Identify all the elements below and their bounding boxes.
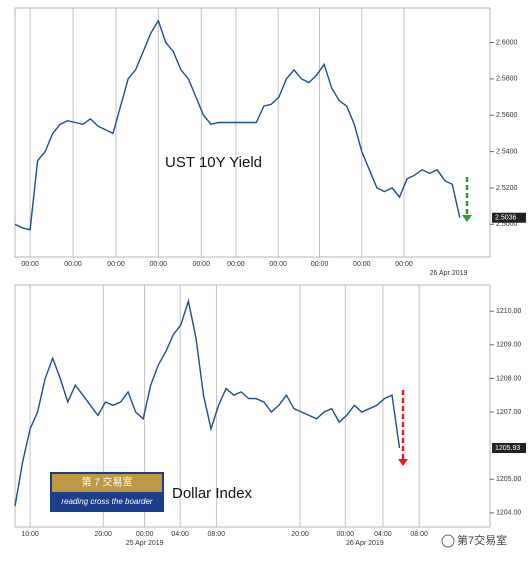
value-label-box [492, 443, 526, 454]
x-tick-label: 00:00 [149, 261, 167, 268]
value-label-box [492, 212, 526, 223]
x-tick-label: 00:00 [227, 261, 245, 268]
y-tick-label: 1207.00 [496, 409, 521, 416]
y-tick-label: 1208.00 [496, 375, 521, 382]
series-line [14, 19, 461, 231]
x-tick-label: 00:00 [336, 531, 354, 538]
x-tick-label: 00:00 [269, 261, 287, 268]
y-tick-label: 1205.00 [496, 476, 521, 483]
logo-title: 第 7 交易室 [81, 476, 132, 489]
logo: 第 7 交易室 reading cross the boarder [50, 472, 164, 512]
x-tick-label: 00:00 [192, 261, 210, 268]
x-tick-label: 04:00 [171, 531, 189, 538]
x-tick-label: 00:00 [395, 261, 413, 268]
x-date-label: 25 Apr 2019 [126, 540, 164, 547]
logo-band [52, 474, 162, 492]
plot-area [14, 7, 491, 258]
annotation: Dollar Index [172, 485, 253, 502]
y-tick-label: 2.6000 [496, 39, 518, 46]
x-tick-label: 10:00 [21, 531, 39, 538]
logo-subtitle: reading cross the boarder [61, 497, 153, 506]
x-tick-label: 08:00 [208, 531, 226, 538]
watermark-icon [441, 534, 455, 548]
y-tick-label: 1209.00 [496, 342, 521, 349]
watermark: 第7交易室 [457, 533, 507, 547]
value-label: 1205.93 [495, 445, 520, 452]
panel: 00:00 00:00 00:00 00:00 00:00 00:00 00:00 00:00… [14, 7, 526, 277]
x-tick-label: 00:00 [136, 531, 154, 538]
y-tick-label: 2.5000 [496, 221, 518, 228]
x-date-label: 26 Apr 2019 [430, 270, 468, 277]
x-tick-label: 00:00 [21, 261, 39, 268]
arrow-head [462, 215, 472, 222]
arrow-head [398, 459, 408, 466]
y-tick-label: 2.5200 [496, 185, 518, 192]
y-tick-label: 1204.00 [496, 510, 521, 517]
y-tick-label: 1210.00 [496, 308, 521, 315]
x-tick-label: 08:00 [410, 531, 428, 538]
x-tick-label: 04:00 [374, 531, 392, 538]
y-tick-label: 2.5400 [496, 148, 518, 155]
annotation: UST 10Y Yield [165, 154, 262, 171]
x-tick-label: 20:00 [291, 531, 309, 538]
x-tick-label: 00:00 [64, 261, 82, 268]
x-date-label: 26 Apr 2019 [346, 540, 384, 547]
x-tick-label: 00:00 [107, 261, 125, 268]
x-tick-label: 20:00 [94, 531, 112, 538]
y-tick-label: 2.5600 [496, 112, 518, 119]
value-label: 2.5036 [495, 215, 517, 222]
x-tick-label: 00:00 [353, 261, 371, 268]
y-tick-label: 2.5800 [496, 76, 518, 83]
x-tick-label: 00:00 [311, 261, 329, 268]
series-line [14, 298, 401, 507]
